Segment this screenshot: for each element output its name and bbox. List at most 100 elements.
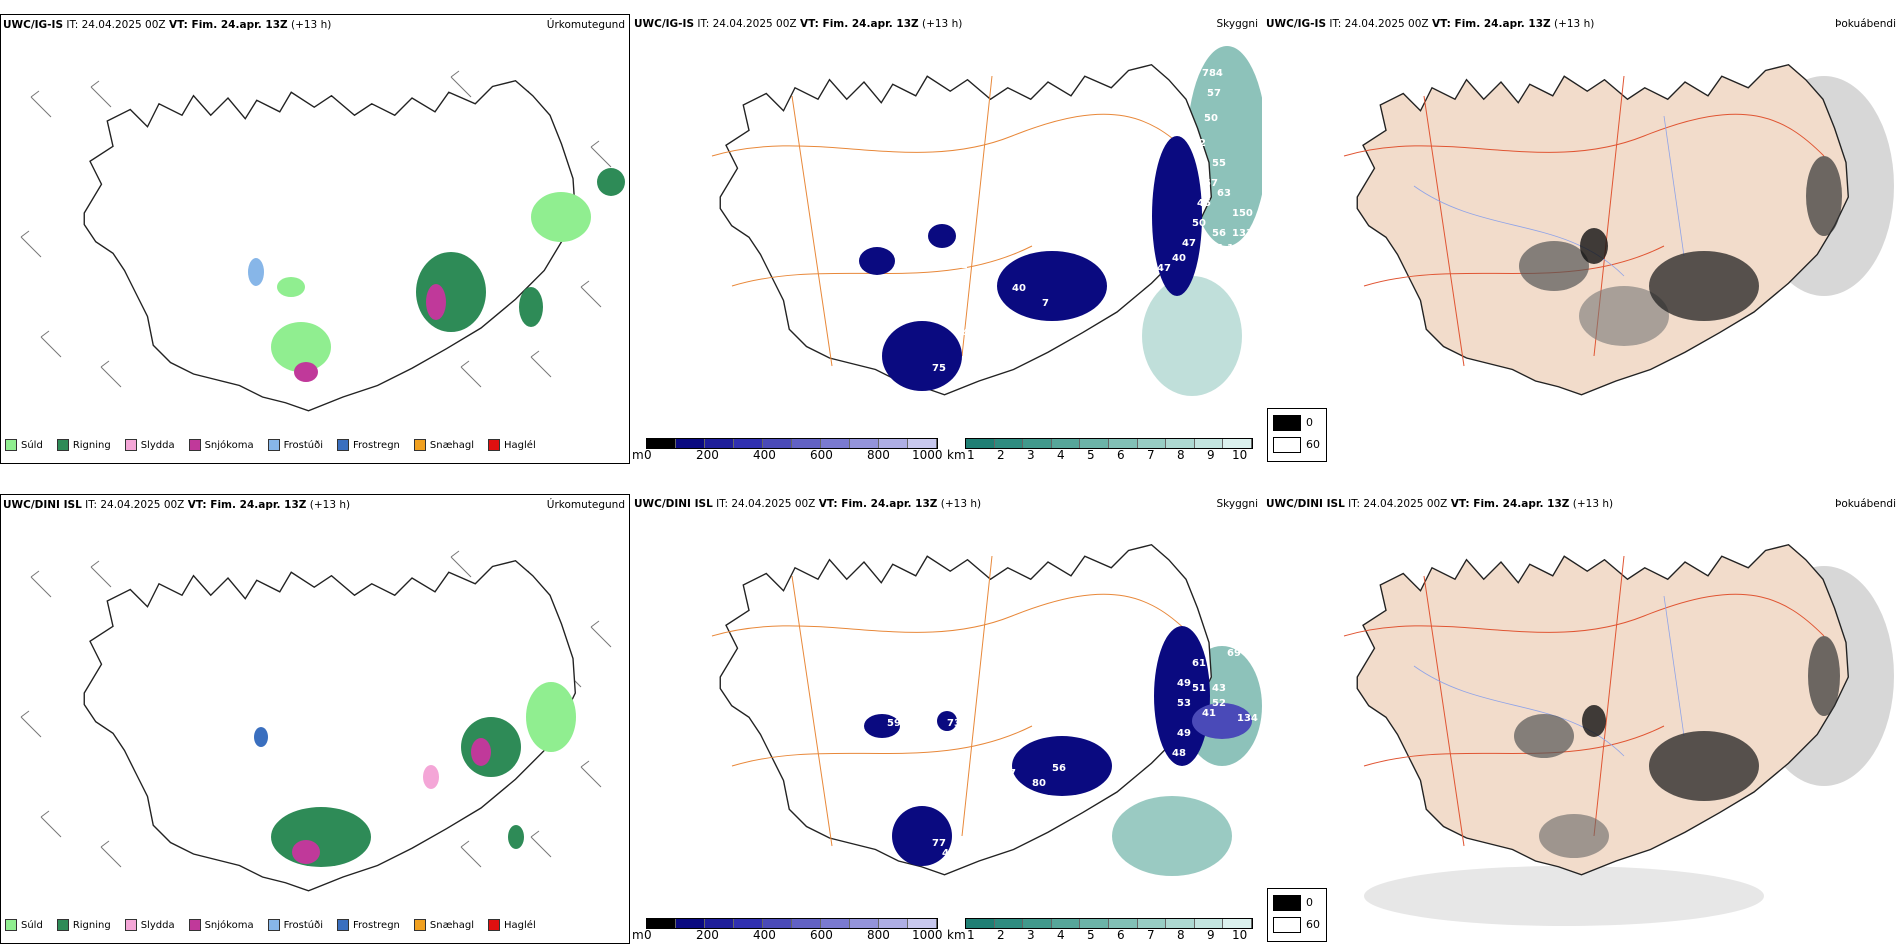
legend-item: Snjókoma [188, 439, 254, 451]
cloud-base-value: 25 [882, 383, 896, 394]
cloud-base-value: 55 [1212, 158, 1226, 169]
cloud-base-panel-bottom: UWC/DINI ISL IT: 24.04.2025 00Z VT: Fim.… [632, 494, 1262, 944]
fog-swatch-dark [1273, 415, 1301, 431]
swatch [56, 439, 69, 451]
height-colorbar: m 0 200 400 600 800 1000 [632, 918, 943, 946]
tick: 0 [644, 448, 652, 462]
cloud-base-value: 7 [1042, 298, 1049, 309]
tick: 9 [1207, 928, 1215, 942]
cloud-base-value: 40 [962, 328, 976, 339]
legend-item: Rigning [56, 919, 111, 931]
cloud-base-value: 77 [932, 838, 946, 849]
cloud-base-value: 85 [1202, 608, 1216, 619]
cloud-base-value: 75 [932, 363, 946, 374]
cloud-base-value: 172 [1227, 243, 1248, 254]
unit-label: km [947, 448, 966, 462]
panel-title: UWC/DINI ISL IT: 24.04.2025 00Z VT: Fim.… [3, 499, 351, 511]
tick: 5 [1087, 448, 1095, 462]
legend-item: Haglél [488, 919, 536, 931]
tick: 6 [1117, 928, 1125, 942]
cloud-base-value: 48 [1172, 748, 1186, 759]
fog-legend: 0 60 [1267, 888, 1327, 942]
swatch [337, 919, 349, 931]
height-colorbar-strip [646, 438, 938, 449]
tick: 7 [1147, 928, 1155, 942]
swatch [267, 439, 280, 451]
tick: 8 [1177, 448, 1185, 462]
cloud-base-value: 63 [1217, 188, 1231, 199]
panel-title: UWC/DINI ISL IT: 24.04.2025 00Z VT: Fim.… [1266, 498, 1614, 510]
cloud-base-value: 47 [1182, 238, 1196, 249]
cloud-base-value: 49 [1177, 728, 1191, 739]
panel-name: Þokuábendi [1835, 18, 1896, 30]
cloud-base-value: 53 [1177, 698, 1191, 709]
legend-item: Snæhagl [413, 439, 474, 451]
unit-label: m [632, 928, 644, 942]
panel-title: UWC/IG-IS IT: 24.04.2025 00Z VT: Fim. 24… [3, 19, 332, 31]
wind-barbs [20, 70, 612, 388]
cloud-base-value: 40 [1172, 253, 1186, 264]
cloud-base-value: 67 [1002, 768, 1016, 779]
legend-item: Súld [5, 439, 43, 451]
tick: 10 [1232, 448, 1248, 462]
cloud-base-value: 42 [1192, 138, 1206, 149]
swatch [488, 919, 501, 931]
legend-item: Frostúði [267, 919, 323, 931]
cloud-base-value: 57 [1204, 178, 1218, 189]
cloud-base-value: 45 [1197, 198, 1211, 209]
tick: 3 [1027, 448, 1035, 462]
legend-item: Frostregn [337, 919, 400, 931]
swatch [56, 919, 69, 931]
swatch [124, 439, 137, 451]
height-colorbar: m 0 200 400 600 800 1000 [632, 438, 943, 466]
low-cloud-areas [864, 626, 1252, 866]
cloud-base-value: 88 [912, 396, 926, 407]
cloud-base-value: 61 [1212, 628, 1226, 639]
fog-index-map [1343, 544, 1894, 926]
tick: 0 [644, 928, 652, 942]
fog-index-map [1343, 64, 1894, 396]
swatch [488, 439, 501, 451]
swatch [413, 919, 426, 931]
legend-item: Snjókoma [188, 919, 254, 931]
cloud-base-value: 784 [1202, 68, 1223, 79]
unit-label: m [632, 448, 644, 462]
cloud-base-value: 63 [1052, 328, 1066, 339]
panel-title: UWC/IG-IS IT: 24.04.2025 00Z VT: Fim. 24… [1266, 18, 1595, 30]
precip-legend: Súld Rigning Slydda Snjókoma Frostúði Fr… [5, 439, 625, 451]
swatch [267, 919, 280, 931]
cloud-base-value: 56 [1022, 320, 1036, 331]
fog-areas [1514, 636, 1840, 858]
legend-item: Haglél [488, 439, 536, 451]
cloud-base-value: 51 [1192, 683, 1206, 694]
swatch [5, 919, 17, 931]
low-cloud-areas [859, 136, 1202, 391]
tick: 4 [1057, 928, 1065, 942]
fog-legend-dark-value: 0 [1306, 416, 1313, 429]
cloud-base-value: 41 [1202, 708, 1216, 719]
fog-legend-light-value: 60 [1306, 918, 1320, 931]
tick: 400 [753, 448, 776, 462]
legend-item: Frostúði [267, 439, 323, 451]
cloud-base-value: 134 [1237, 713, 1258, 724]
legend-item: Frostregn [337, 439, 400, 451]
precip-legend: Súld Rigning Slydda Snjókoma Frostúði Fr… [5, 919, 625, 931]
panel-name: Úrkomutegund [546, 499, 625, 511]
swatch [413, 439, 426, 451]
cloud-base-value: 47 [1157, 263, 1171, 274]
cloud-base-value: 53 [882, 233, 896, 244]
legend-item: Rigning [56, 439, 111, 451]
legend-item: Slydda [124, 439, 175, 451]
cloud-base-value: 185 [1202, 243, 1223, 254]
precip-type-map [20, 70, 625, 412]
cloud-base-value: 150 [1232, 208, 1253, 219]
tick: 400 [753, 928, 776, 942]
legend-item: Súld [5, 919, 43, 931]
cloud-base-value: 56 [1052, 763, 1066, 774]
cloud-base-value: 43 [1212, 683, 1226, 694]
panel-name: Þokuábendi [1835, 498, 1896, 510]
fog-legend-dark-value: 0 [1306, 896, 1313, 909]
tick: 7 [1147, 448, 1155, 462]
fog-legend-light-value: 60 [1306, 438, 1320, 451]
tick: 1000 [912, 928, 943, 942]
